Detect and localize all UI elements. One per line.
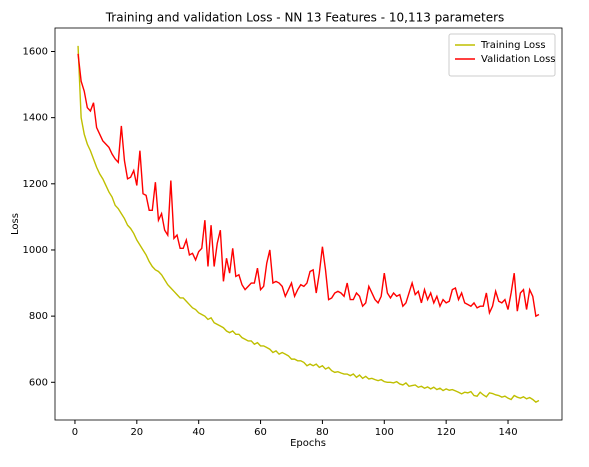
x-tick-label: 40 <box>192 427 205 438</box>
x-axis-label: Epochs <box>290 438 326 449</box>
legend-label: Training Loss <box>480 40 546 51</box>
y-tick-label: 800 <box>29 311 48 322</box>
x-tick-label: 60 <box>254 427 267 438</box>
y-tick-label: 1000 <box>23 245 48 256</box>
x-tick-label: 100 <box>375 427 394 438</box>
legend-label: Validation Loss <box>481 54 556 65</box>
y-tick-label: 600 <box>29 377 48 388</box>
x-tick-label: 20 <box>130 427 143 438</box>
line-series <box>77 45 540 403</box>
x-tick-label: 140 <box>498 427 517 438</box>
y-tick-label: 1600 <box>23 46 48 57</box>
y-axis-label: Loss <box>10 213 21 235</box>
y-tick-label: 1400 <box>23 113 48 124</box>
chart-title: Training and validation Loss - NN 13 Fea… <box>105 11 505 25</box>
plot-frame <box>54 27 563 421</box>
x-tick-label: 80 <box>316 427 329 438</box>
line-series <box>77 53 540 318</box>
x-tick-label: 0 <box>72 427 78 438</box>
x-tick-label: 120 <box>437 427 456 438</box>
y-tick-label: 1200 <box>23 179 48 190</box>
legend-box <box>448 33 556 77</box>
